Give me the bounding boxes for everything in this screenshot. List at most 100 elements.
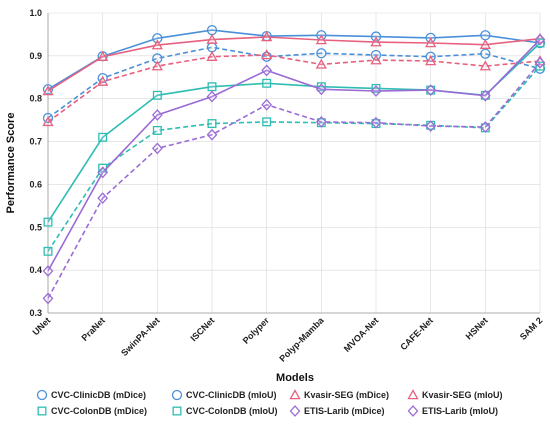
legend-label: Kvasir-SEG (mIoU): [422, 390, 503, 400]
data-point: [43, 217, 53, 227]
data-point: [206, 33, 218, 44]
data-point: [151, 60, 163, 71]
data-point: [37, 406, 47, 416]
data-point: [480, 48, 491, 59]
data-point: [206, 90, 218, 103]
data-point: [42, 85, 54, 96]
y-tick-label: 0.9: [29, 51, 42, 61]
x-tick-label: ISCNet: [188, 315, 216, 343]
series-cvc-colondb-mdice: [43, 38, 545, 227]
data-point: [207, 82, 217, 92]
x-tick-label: Polyp-Mamba: [277, 315, 326, 364]
x-tick-labels: UNet PraNet SwinPA-Net ISCNet Polyper Polyp-M…: [30, 315, 544, 364]
data-point: [535, 61, 545, 71]
series-kvasir-seg-mdice: [42, 31, 546, 96]
data-point: [479, 121, 491, 133]
series-cvc-clinicdb-mdice: [42, 24, 546, 95]
y-tick-label: 0.5: [29, 222, 42, 232]
data-point: [42, 116, 54, 127]
legend-label: ETIS-Larib (mDice): [304, 406, 385, 416]
legend-item: ETIS-Larib (mIoU): [407, 405, 498, 417]
data-point: [97, 192, 109, 205]
data-point: [289, 389, 301, 400]
series-cvc-colondb-miou: [43, 61, 545, 256]
legend-item: CVC-ClinicDB (mDice): [36, 389, 146, 401]
x-tick-label: SwinPA-Net: [119, 315, 162, 358]
legend-label: CVC-ColonDB (mDice): [51, 406, 147, 416]
data-point: [151, 39, 163, 50]
data-point: [206, 128, 218, 141]
data-point: [207, 119, 217, 129]
data-point: [534, 56, 546, 69]
series-etis-larib-mdice: [42, 33, 546, 277]
series-line: [47, 62, 541, 299]
y-tick-label: 1.0: [29, 8, 42, 18]
x-tick-label: PraNet: [79, 315, 107, 343]
x-tick-label: CAFE-Net: [398, 315, 435, 352]
data-point: [370, 36, 382, 47]
series-etis-larib-miou: [42, 56, 546, 305]
y-tick-label: 0.3: [29, 308, 42, 318]
data-point: [151, 142, 163, 155]
data-point: [370, 116, 382, 129]
data-point: [315, 115, 327, 128]
data-point: [315, 58, 327, 69]
legend-item: CVC-ColonDB (mIoU): [172, 406, 278, 416]
legend-item: CVC-ClinicDB (mIoU): [171, 389, 277, 401]
series-line: [47, 46, 541, 119]
data-point: [152, 33, 163, 44]
y-tick-labels: 0.3 0.4 0.5 0.6 0.7 0.8 0.9 1.0: [29, 8, 42, 318]
data-point: [97, 75, 109, 86]
data-point: [289, 405, 301, 417]
series-line: [47, 29, 541, 90]
data-point: [43, 246, 53, 256]
y-axis-title: Performance Score: [5, 113, 17, 214]
data-point: [425, 120, 437, 133]
data-point: [98, 132, 108, 142]
legend-item: CVC-ColonDB (mDice): [37, 406, 147, 416]
data-point: [534, 33, 546, 46]
legend-item: ETIS-Larib (mDice): [289, 405, 385, 417]
legend: CVC-ClinicDB (mDice) CVC-ClinicDB (mIoU) K…: [36, 389, 503, 417]
axes: [47, 13, 540, 314]
grid-lines: [47, 12, 541, 314]
data-point: [534, 32, 546, 43]
legend-label: CVC-ClinicDB (mDice): [51, 390, 146, 400]
data-point: [371, 83, 381, 93]
series-group: [42, 24, 546, 305]
data-point: [42, 292, 54, 305]
series-line: [47, 42, 541, 223]
data-point: [370, 54, 382, 65]
y-tick-label: 0.7: [29, 137, 42, 147]
data-point: [206, 24, 218, 36]
data-point: [42, 265, 54, 277]
data-point: [479, 38, 491, 49]
x-tick-label: UNet: [30, 315, 52, 337]
data-point: [172, 406, 182, 416]
series-line: [47, 54, 541, 123]
data-point: [370, 85, 382, 97]
series-line: [47, 36, 541, 92]
x-tick-label: MVOA-Net: [342, 315, 381, 354]
x-tick-label: SAM 2: [518, 315, 545, 342]
y-tick-label: 0.8: [29, 94, 42, 104]
legend-label: ETIS-Larib (mIoU): [422, 406, 498, 416]
data-point: [97, 50, 109, 61]
data-point: [425, 37, 437, 48]
legend-label: CVC-ClinicDB (mIoU): [186, 390, 277, 400]
legend-label: CVC-ColonDB (mIoU): [186, 406, 278, 416]
data-point: [407, 389, 419, 400]
series-cvc-clinicdb-miou: [42, 42, 546, 124]
y-tick-label: 0.4: [29, 265, 42, 275]
data-point: [479, 60, 491, 71]
data-point: [316, 82, 326, 92]
data-point: [36, 389, 48, 401]
data-point: [480, 30, 491, 41]
data-point: [315, 83, 327, 96]
data-point: [206, 50, 218, 61]
data-point: [151, 109, 163, 121]
data-point: [261, 49, 273, 60]
data-point: [261, 64, 273, 77]
x-tick-label: Polyper: [241, 315, 272, 346]
